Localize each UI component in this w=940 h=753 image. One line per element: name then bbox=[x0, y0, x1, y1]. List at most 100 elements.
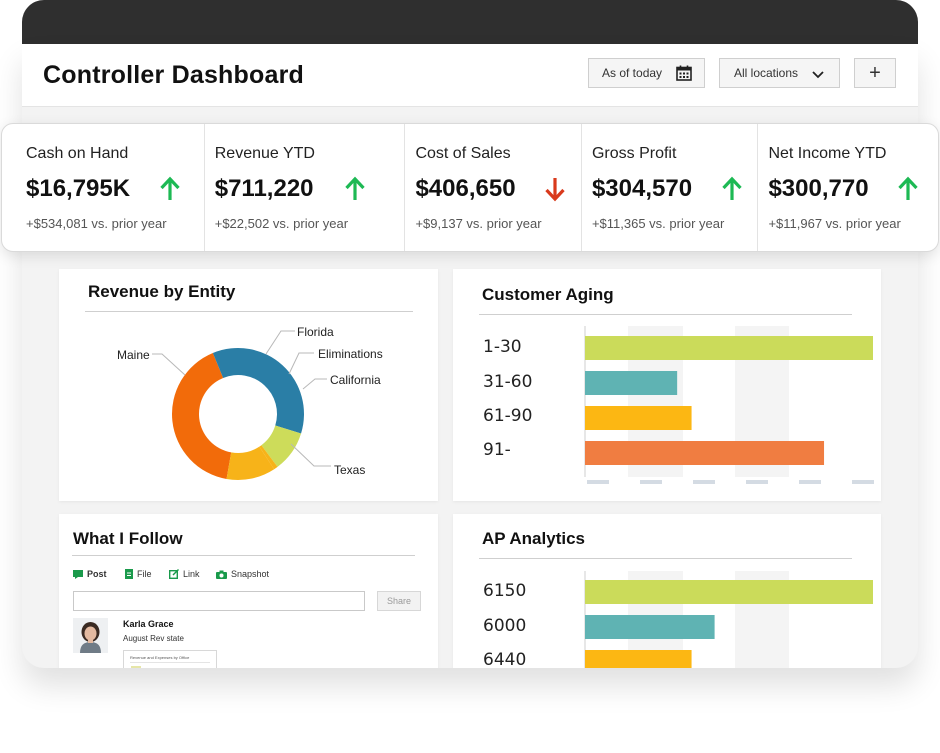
page-header: Controller Dashboard As of today All loc… bbox=[22, 44, 918, 107]
share-button[interactable]: Share bbox=[377, 591, 421, 611]
kpi-summary-bar: Cash on Hand $16,795K +$534,081 vs. prio… bbox=[1, 123, 939, 252]
kpi-comparison: +$9,137 vs. prior year bbox=[415, 216, 542, 231]
trend-down-arrow-icon bbox=[545, 178, 566, 202]
kpi-value: $711,220 bbox=[214, 175, 314, 202]
kpi-label: Gross Profit bbox=[591, 145, 677, 162]
revenue-by-entity-card: Revenue by Entity Maine Florida Eliminat… bbox=[59, 269, 438, 501]
tab-link-label: Link bbox=[183, 569, 200, 579]
customer-aging-title: Customer Aging bbox=[482, 285, 614, 304]
card-divider bbox=[72, 555, 415, 556]
device-frame-top bbox=[22, 0, 918, 44]
attachment-title: Revenue and Expenses by Office bbox=[130, 655, 190, 660]
bar-91- bbox=[585, 441, 825, 465]
tab-file[interactable]: File bbox=[125, 569, 152, 579]
link-icon bbox=[169, 569, 179, 579]
kpi-comparison: +$534,081 vs. prior year bbox=[26, 216, 167, 231]
ap-label-6000: 6000 bbox=[483, 616, 527, 636]
post-icon bbox=[73, 569, 83, 579]
tab-file-label: File bbox=[137, 569, 152, 579]
kpi-label: Cost of Sales bbox=[415, 145, 511, 162]
trend-up-arrow-icon bbox=[160, 176, 180, 200]
tab-snapshot[interactable]: Snapshot bbox=[216, 569, 269, 579]
attachment-chart-preview bbox=[131, 666, 141, 668]
donut-slice-eliminations bbox=[259, 445, 278, 470]
donut-slice-florida bbox=[226, 446, 275, 480]
page-title: Controller Dashboard bbox=[43, 61, 304, 89]
kpi-comparison: +$11,967 vs. prior year bbox=[768, 216, 901, 231]
customer-aging-card: Customer Aging 1-30 31-60 61-90 91- bbox=[453, 269, 881, 501]
date-filter-label: As of today bbox=[602, 66, 663, 80]
chevron-down-icon bbox=[812, 71, 824, 79]
donut-slice-california bbox=[261, 425, 302, 467]
ap-analytics-bar-chart bbox=[584, 571, 873, 668]
file-icon bbox=[125, 569, 133, 579]
ap-label-6150: 6150 bbox=[483, 581, 527, 601]
axis-tick-mark bbox=[587, 480, 609, 484]
avatar[interactable] bbox=[73, 618, 108, 653]
bar-6000 bbox=[585, 615, 715, 639]
tab-post-label: Post bbox=[87, 569, 107, 579]
bar-1-30 bbox=[585, 336, 873, 360]
tab-snapshot-label: Snapshot bbox=[231, 569, 270, 579]
post-attachment-thumbnail[interactable]: Revenue and Expenses by Office bbox=[123, 650, 217, 668]
kpi-value: $304,570 bbox=[591, 175, 693, 202]
kpi-cash-on-hand[interactable]: Cash on Hand $16,795K +$534,081 vs. prio… bbox=[2, 124, 205, 251]
donut-slice-texas bbox=[212, 348, 304, 434]
kpi-label: Cash on Hand bbox=[26, 145, 129, 162]
attachment-divider bbox=[130, 662, 210, 663]
kpi-comparison: +$11,365 vs. prior year bbox=[591, 216, 725, 231]
kpi-label: Net Income YTD bbox=[768, 145, 887, 162]
calendar-icon bbox=[676, 65, 692, 81]
bar-6150 bbox=[585, 580, 873, 604]
axis-tick-mark bbox=[746, 480, 768, 484]
aging-label-61-90: 61-90 bbox=[483, 406, 533, 426]
bar-6440 bbox=[585, 650, 692, 668]
kpi-value: $16,795K bbox=[26, 175, 131, 202]
location-filter-label: All locations bbox=[734, 66, 799, 80]
donut-label-eliminations: Eliminations bbox=[318, 347, 383, 361]
post-text: August Rev state bbox=[123, 634, 184, 643]
donut-label-maine: Maine bbox=[117, 348, 150, 362]
trend-up-arrow-icon bbox=[898, 176, 919, 200]
kpi-net-income-ytd[interactable]: Net Income YTD $300,770 +$11,967 vs. pri… bbox=[758, 124, 938, 251]
post-input[interactable] bbox=[73, 591, 365, 611]
aging-label-1-30: 1-30 bbox=[483, 337, 522, 357]
tab-post[interactable]: Post bbox=[73, 569, 107, 579]
axis-tick-mark bbox=[640, 480, 662, 484]
kpi-value: $300,770 bbox=[768, 175, 869, 202]
kpi-cost-of-sales[interactable]: Cost of Sales $406,650 +$9,137 vs. prior… bbox=[405, 124, 582, 251]
revenue-by-entity-title: Revenue by Entity bbox=[88, 282, 236, 301]
axis-tick-mark bbox=[852, 480, 874, 484]
tab-link[interactable]: Link bbox=[169, 569, 200, 579]
location-filter-select[interactable]: All locations bbox=[719, 58, 840, 88]
bar-31-60 bbox=[585, 371, 678, 395]
donut-slice-maine bbox=[172, 352, 232, 479]
donut-label-florida: Florida bbox=[297, 325, 334, 339]
kpi-comparison: +$22,502 vs. prior year bbox=[214, 216, 349, 231]
customer-aging-bar-chart bbox=[584, 326, 874, 484]
kpi-revenue-ytd[interactable]: Revenue YTD $711,220 +$22,502 vs. prior … bbox=[205, 124, 406, 251]
kpi-label: Revenue YTD bbox=[214, 145, 315, 162]
what-i-follow-title: What I Follow bbox=[73, 529, 183, 548]
card-divider bbox=[85, 311, 413, 312]
card-divider bbox=[479, 314, 852, 315]
add-widget-button[interactable]: + bbox=[854, 58, 896, 88]
plus-icon: + bbox=[869, 61, 881, 84]
trend-up-arrow-icon bbox=[722, 176, 742, 200]
kpi-value: $406,650 bbox=[415, 175, 516, 202]
aging-label-31-60: 31-60 bbox=[483, 372, 533, 392]
ap-analytics-title: AP Analytics bbox=[482, 529, 585, 548]
bar-61-90 bbox=[585, 406, 692, 430]
post-author[interactable]: Karla Grace bbox=[123, 619, 174, 629]
kpi-gross-profit[interactable]: Gross Profit $304,570 +$11,365 vs. prior… bbox=[582, 124, 759, 251]
ap-analytics-card: AP Analytics 6150 6000 6440 bbox=[453, 514, 881, 668]
revenue-donut-chart bbox=[152, 330, 331, 480]
card-divider bbox=[479, 558, 852, 559]
axis-tick-mark bbox=[693, 480, 715, 484]
trend-up-arrow-icon bbox=[345, 176, 365, 200]
axis-tick-mark bbox=[799, 480, 821, 484]
donut-label-texas: Texas bbox=[334, 463, 366, 477]
ap-label-6440: 6440 bbox=[483, 650, 527, 668]
date-filter-button[interactable]: As of today bbox=[588, 58, 705, 88]
what-i-follow-card: What I Follow Post File Link Snapshot Sh… bbox=[59, 514, 438, 668]
